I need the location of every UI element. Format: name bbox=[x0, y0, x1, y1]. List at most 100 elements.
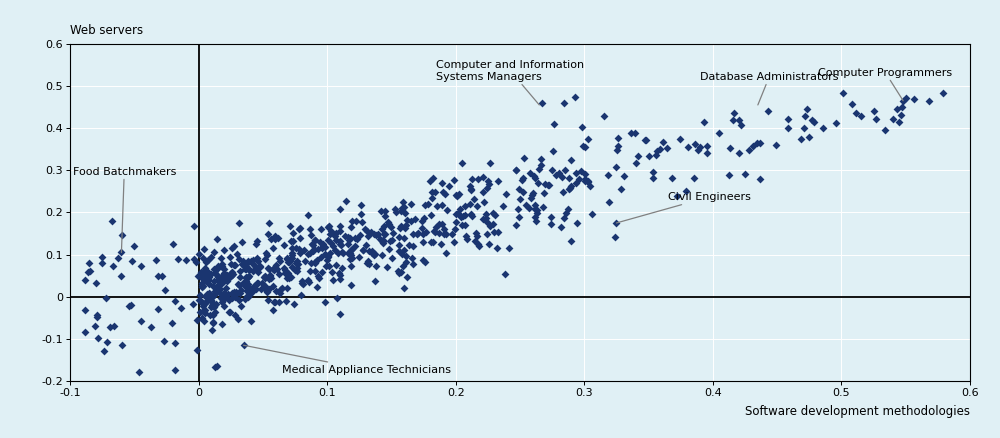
Point bbox=[279, 255, 295, 262]
Point bbox=[699, 149, 715, 156]
Point bbox=[185, 301, 201, 308]
Point bbox=[236, 342, 252, 349]
Point bbox=[582, 183, 598, 190]
Point bbox=[428, 223, 444, 230]
Point bbox=[375, 237, 391, 244]
Point bbox=[328, 236, 344, 243]
Point bbox=[417, 201, 433, 208]
Point bbox=[332, 276, 348, 283]
Point bbox=[374, 238, 390, 245]
Point bbox=[241, 272, 257, 279]
Point bbox=[733, 121, 749, 128]
Point bbox=[220, 273, 236, 280]
Point bbox=[221, 308, 237, 315]
Point bbox=[195, 269, 211, 276]
Point bbox=[102, 323, 118, 330]
Point bbox=[335, 249, 351, 256]
Point bbox=[531, 166, 547, 173]
Point bbox=[203, 304, 219, 311]
Point bbox=[214, 272, 230, 279]
Point bbox=[515, 174, 531, 181]
Point bbox=[364, 249, 380, 256]
Point bbox=[207, 287, 223, 294]
Text: Computer and Information
Systems Managers: Computer and Information Systems Manager… bbox=[436, 60, 585, 105]
Point bbox=[536, 190, 552, 197]
Point bbox=[194, 314, 210, 321]
Point bbox=[238, 274, 254, 281]
Point bbox=[247, 263, 263, 270]
Point bbox=[352, 232, 368, 239]
Point bbox=[197, 276, 213, 283]
Point bbox=[227, 261, 243, 268]
Point bbox=[353, 210, 369, 217]
Point bbox=[206, 248, 222, 255]
Point bbox=[377, 207, 393, 214]
Point bbox=[374, 226, 390, 233]
Point bbox=[231, 219, 247, 226]
Point bbox=[498, 191, 514, 198]
Point bbox=[240, 273, 256, 280]
Text: Medical Appliance Technicians: Medical Appliance Technicians bbox=[244, 345, 451, 375]
Point bbox=[233, 287, 249, 294]
Point bbox=[242, 285, 258, 292]
Point bbox=[225, 270, 241, 277]
Point bbox=[291, 225, 307, 232]
Point bbox=[205, 319, 221, 326]
Point bbox=[490, 177, 506, 184]
Point bbox=[276, 242, 292, 249]
Point bbox=[375, 237, 391, 244]
Point bbox=[214, 292, 230, 299]
Point bbox=[374, 252, 390, 259]
Point bbox=[133, 318, 149, 325]
Point bbox=[289, 265, 305, 272]
Point bbox=[399, 274, 415, 281]
Point bbox=[205, 299, 221, 306]
Point bbox=[370, 230, 386, 237]
Point bbox=[360, 233, 376, 240]
Point bbox=[396, 247, 412, 254]
Point bbox=[485, 210, 501, 217]
Point bbox=[343, 252, 359, 259]
Point bbox=[711, 129, 727, 136]
Point bbox=[219, 272, 235, 279]
Point bbox=[77, 306, 93, 313]
Point bbox=[482, 160, 498, 167]
Point bbox=[209, 265, 225, 272]
Point bbox=[796, 125, 812, 132]
Point bbox=[194, 274, 210, 281]
Point bbox=[123, 302, 139, 309]
Point bbox=[233, 303, 249, 310]
Point bbox=[574, 124, 590, 131]
Point bbox=[466, 196, 482, 203]
Point bbox=[546, 120, 562, 127]
Point bbox=[206, 290, 222, 297]
Point bbox=[77, 277, 93, 284]
Point bbox=[223, 260, 239, 267]
Point bbox=[288, 244, 304, 251]
Point bbox=[267, 298, 283, 305]
Point bbox=[434, 180, 450, 187]
Point bbox=[556, 100, 572, 107]
Point bbox=[768, 142, 784, 149]
Point bbox=[457, 221, 473, 228]
Point bbox=[613, 185, 629, 192]
Point bbox=[478, 210, 494, 217]
Point bbox=[380, 218, 396, 225]
Point bbox=[289, 268, 305, 275]
Point bbox=[580, 136, 596, 143]
Point bbox=[469, 202, 485, 209]
Point bbox=[304, 240, 320, 247]
Point bbox=[347, 235, 363, 242]
Point bbox=[889, 106, 905, 113]
Point bbox=[359, 228, 375, 235]
Point bbox=[203, 296, 219, 303]
Point bbox=[664, 174, 680, 181]
Point bbox=[90, 335, 106, 342]
Point bbox=[309, 283, 325, 290]
Point bbox=[305, 247, 321, 254]
Point bbox=[238, 275, 254, 282]
Point bbox=[265, 307, 281, 314]
Point bbox=[320, 253, 336, 260]
Point bbox=[372, 236, 388, 243]
Point bbox=[424, 195, 440, 202]
